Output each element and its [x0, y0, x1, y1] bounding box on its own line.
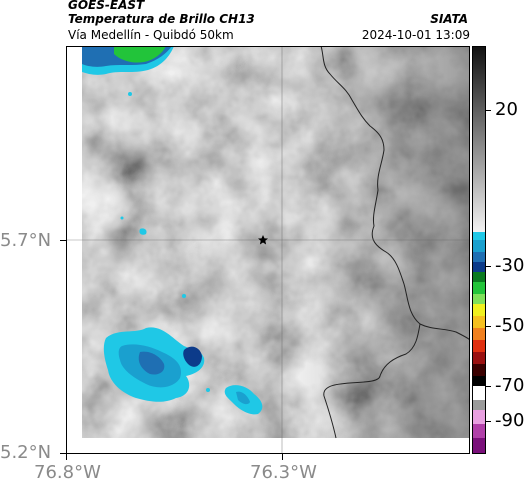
colorbar-tick-mark [486, 266, 491, 267]
colorbar-tick-label: -90 [495, 410, 525, 431]
y-tick-mark [60, 453, 66, 454]
x-tick-label: 76.8°W [34, 462, 101, 483]
colorbar-tick-mark [486, 386, 491, 387]
colorbar-tick-label: -50 [495, 315, 525, 336]
colorbar-tick-mark [486, 110, 491, 111]
source-title: GOES-EAST [68, 0, 145, 12]
product-title: Temperatura de Brillo CH13 [68, 12, 255, 26]
cold-cloud-top-patch [82, 46, 174, 75]
y-tick-label: 5.2°N [0, 442, 52, 463]
colorbar [472, 46, 486, 454]
y-tick-mark [60, 240, 66, 241]
location-subtitle: Vía Medellín - Quibdó 50km [68, 28, 234, 42]
colorbar-tick-label: -30 [495, 255, 525, 276]
x-tick-mark [66, 454, 67, 460]
cold-cloud-cluster [103, 92, 263, 415]
colorbar-tick-label: 20 [495, 99, 518, 120]
boundary-line [320, 46, 470, 341]
boundary-line-branch [323, 323, 421, 439]
brightness-temperature-field [82, 46, 470, 438]
agency-label: SIATA [430, 12, 468, 26]
star-icon [258, 235, 268, 245]
datetime-label: 2024-10-01 13:09 [361, 28, 470, 42]
y-tick-label: 5.7°N [0, 230, 52, 251]
x-tick-label: 76.3°W [250, 462, 317, 483]
colorbar-tick-label: -70 [495, 375, 525, 396]
x-tick-mark [282, 454, 283, 460]
map-frame [66, 46, 470, 454]
colorbar-tick-mark [486, 421, 491, 422]
colorbar-tick-mark [486, 326, 491, 327]
satellite-map [66, 46, 470, 454]
